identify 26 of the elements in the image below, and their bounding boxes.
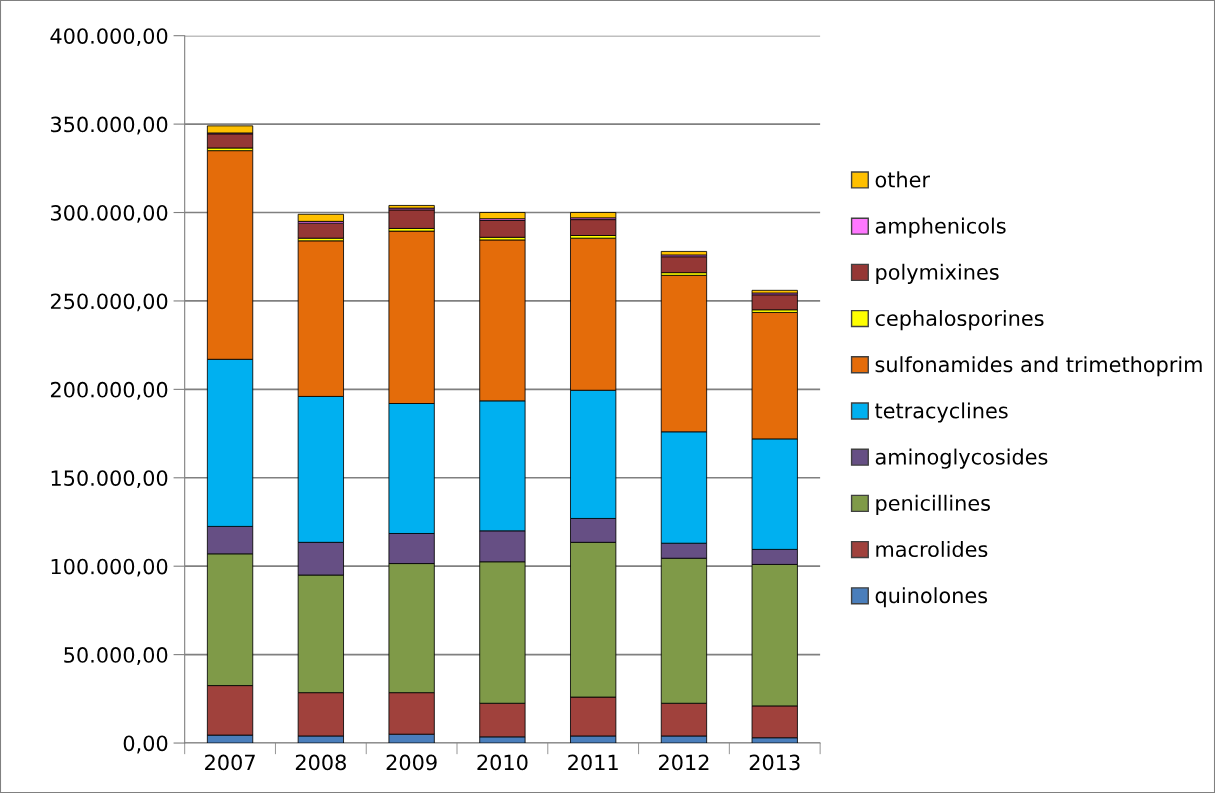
y-tick-label: 100.000,00 (51, 558, 168, 577)
legend-label: sulfonamides and trimethoprim (875, 356, 1202, 377)
x-tick-label: 2007 (205, 754, 255, 771)
y-tick-label: 150.000,00 (51, 470, 168, 489)
x-tick-label: 2008 (295, 754, 346, 771)
legend-label: other (875, 171, 930, 188)
y-tick-label: 200.000,00 (50, 381, 168, 400)
y-tick-label: 50.000,00 (64, 647, 168, 665)
y-tick-label: 400.000,00 (50, 28, 168, 47)
legend-label: polymixines (876, 263, 999, 284)
x-tick-label: 2011 (568, 754, 618, 771)
x-tick-label: 2013 (749, 754, 800, 771)
y-tick-label: 0,00 (123, 735, 168, 754)
y-tick-label: 300.000,00 (51, 204, 168, 223)
legend-label: quinolones (875, 587, 988, 608)
x-tick-label: 2012 (658, 754, 709, 771)
legend-label: cephalosporines (875, 309, 1044, 331)
y-tick-label: 350.000,00 (51, 116, 168, 135)
legend-label: macrolides (876, 541, 988, 558)
y-tick-label: 250.000,00 (50, 293, 168, 312)
legend-label: penicillines (876, 494, 990, 515)
legend-label: amphenicols (875, 217, 1006, 238)
x-tick-label: 2010 (477, 754, 528, 771)
legend-label: tetracyclines (875, 402, 1008, 423)
x-tick-label: 2009 (386, 754, 437, 771)
legend-label: aminoglycosides (875, 448, 1048, 469)
